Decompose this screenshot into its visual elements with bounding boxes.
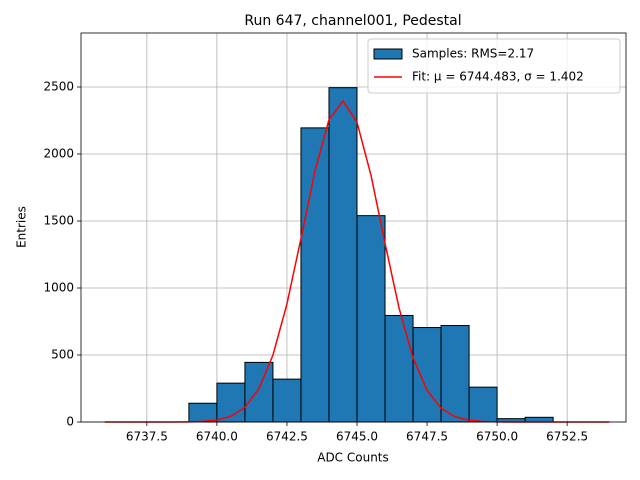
legend: Samples: RMS=2.17 Fit: μ = 6744.483, σ = … (367, 38, 621, 94)
x-tick-label: 6745.0 (336, 430, 378, 444)
histogram-bar (440, 325, 470, 423)
legend-label: Fit: μ = 6744.483, σ = 1.402 (412, 70, 584, 84)
legend-swatch (373, 48, 403, 60)
histogram-bar (384, 314, 414, 423)
x-tick-label: 6740.0 (196, 430, 238, 444)
plot-data (104, 87, 610, 423)
x-axis-label: ADC Counts (317, 451, 389, 465)
x-tick-label: 6737.5 (126, 430, 168, 444)
x-tick-label: 6747.5 (406, 430, 448, 444)
x-tick-label: 6742.5 (266, 430, 308, 444)
histogram-bar (356, 215, 386, 423)
y-tick-label: 2000 (43, 147, 74, 161)
histogram-bar (244, 361, 274, 423)
histogram-bar (188, 402, 218, 423)
legend-box (367, 38, 621, 94)
y-tick-label: 2500 (43, 80, 74, 94)
chart-title: Run 647, channel001, Pedestal (244, 13, 461, 29)
y-tick-label: 1500 (43, 214, 74, 228)
y-tick-label: 1000 (43, 281, 74, 295)
histogram-bar (328, 87, 358, 423)
plot-frame (80, 32, 627, 423)
x-tick-label: 6750.0 (476, 430, 518, 444)
histogram-bar (468, 386, 498, 423)
y-tick-label: 0 (66, 415, 74, 429)
legend-label: Samples: RMS=2.17 (412, 47, 534, 61)
histogram-bar (412, 327, 442, 423)
x-tick-label: 6752.5 (546, 430, 588, 444)
y-axis-label: Entries (15, 206, 29, 248)
y-tick-label: 500 (51, 348, 74, 362)
histogram-bar (272, 378, 302, 423)
